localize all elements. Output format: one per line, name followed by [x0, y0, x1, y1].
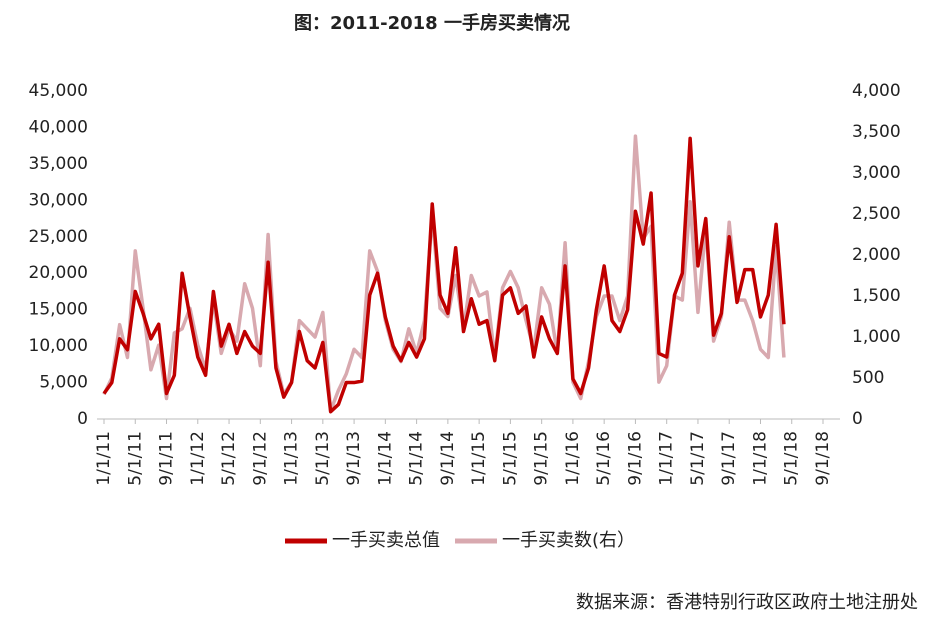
y2-tick-label: 1,500	[852, 286, 901, 306]
x-tick-label: 5/1/15	[500, 431, 520, 486]
x-tick-label: 1/1/18	[750, 431, 770, 486]
y-tick-label: 20,000	[29, 263, 88, 283]
x-tick-label: 9/1/15	[532, 431, 552, 486]
x-tick-label: 5/1/11	[125, 431, 145, 486]
x-tick-label: 5/1/13	[313, 431, 333, 486]
y2-tick-label: 3,500	[852, 122, 901, 142]
y-tick-label: 25,000	[29, 227, 88, 247]
x-tick-label: 9/1/17	[719, 431, 739, 486]
x-tick-label: 9/1/18	[813, 431, 833, 486]
y-tick-label: 10,000	[29, 336, 88, 356]
x-tick-label: 9/1/11	[157, 431, 177, 486]
y-tick-label: 15,000	[29, 300, 88, 320]
x-tick-label: 1/1/13	[282, 431, 302, 486]
x-tick-label: 1/1/17	[657, 431, 677, 486]
y-tick-label: 30,000	[29, 190, 88, 210]
y-tick-label: 35,000	[29, 154, 88, 174]
x-tick-label: 5/1/14	[407, 431, 427, 486]
y2-tick-label: 2,500	[852, 204, 901, 224]
x-tick-label: 1/1/14	[375, 431, 395, 486]
series-line	[102, 136, 786, 414]
x-tick-label: 9/1/13	[344, 431, 364, 486]
legend-label: 一手买卖数(右）	[502, 530, 635, 551]
y-tick-label: 40,000	[29, 117, 88, 137]
legend-label: 一手买卖总值	[332, 530, 440, 551]
x-tick-label: 5/1/18	[782, 431, 802, 486]
x-tick-label: 5/1/12	[219, 431, 239, 486]
y2-tick-label: 3,000	[852, 163, 901, 183]
x-tick-label: 1/1/12	[188, 431, 208, 486]
y-tick-label: 45,000	[29, 81, 88, 101]
x-tick-label: 9/1/16	[625, 431, 645, 486]
y2-tick-label: 0	[852, 409, 863, 429]
x-tick-label: 9/1/12	[250, 431, 270, 486]
y-tick-label: 5,000	[39, 373, 88, 393]
y2-tick-label: 2,000	[852, 245, 901, 265]
x-tick-label: 1/1/11	[94, 431, 114, 486]
source-note: 数据来源：香港特别行政区政府土地注册处	[576, 592, 918, 613]
y-tick-label: 0	[77, 409, 88, 429]
y2-tick-label: 1,000	[852, 327, 901, 347]
x-tick-label: 5/1/16	[594, 431, 614, 486]
x-tick-label: 1/1/16	[563, 431, 583, 486]
y2-tick-label: 4,000	[852, 81, 901, 101]
x-tick-label: 9/1/14	[438, 431, 458, 486]
y2-tick-label: 500	[852, 368, 884, 388]
chart-title: 图：2011-2018 一手房买卖情况	[294, 12, 570, 34]
x-tick-label: 5/1/17	[688, 431, 708, 486]
x-tick-label: 1/1/15	[469, 431, 489, 486]
